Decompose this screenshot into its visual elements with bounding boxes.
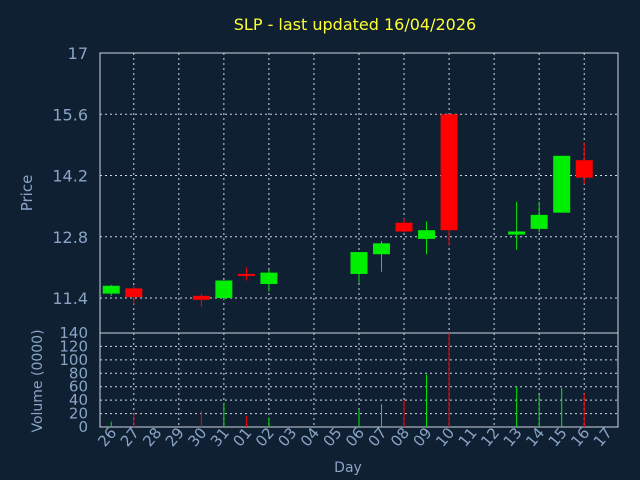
candle-body <box>418 230 436 239</box>
x-tick-label: 30 <box>184 424 210 450</box>
volume-tick-label: 140 <box>59 324 88 342</box>
candle-body <box>215 280 233 298</box>
price-tick-label: 12.8 <box>52 228 88 247</box>
volume-tick-label: 40 <box>69 391 88 409</box>
x-tick-label: 12 <box>477 424 503 450</box>
x-tick-label: 17 <box>590 424 616 450</box>
x-axis-ticks: 2627282930310102030405060708091011121314… <box>94 424 616 450</box>
x-tick-label: 11 <box>455 424 481 450</box>
x-tick-label: 09 <box>410 424 436 450</box>
volume-tick-label: 20 <box>69 405 88 423</box>
price-tick-label: 15.6 <box>52 105 88 124</box>
candle-body <box>440 114 458 231</box>
candle-body <box>373 243 391 255</box>
x-tick-label: 13 <box>500 424 526 450</box>
volume-axis-label: Volume (0000) <box>30 329 46 432</box>
chart-title: SLP - last updated 16/04/2026 <box>234 15 476 34</box>
x-tick-label: 01 <box>229 424 255 450</box>
candle-body <box>553 155 571 213</box>
candle-body <box>575 160 593 178</box>
x-tick-label: 29 <box>162 424 188 450</box>
x-tick-label: 10 <box>432 424 458 450</box>
x-tick-label: 26 <box>94 424 120 450</box>
candle-body <box>260 272 278 284</box>
x-tick-label: 05 <box>319 424 345 450</box>
candle-body <box>530 214 548 229</box>
price-y-ticks: 17 15.6 14.2 12.8 11.4 <box>52 44 88 308</box>
price-tick-label: 14.2 <box>52 167 88 186</box>
x-tick-label: 06 <box>342 424 368 450</box>
candle-body <box>350 252 368 274</box>
volume-bars <box>110 333 585 427</box>
volume-tick-label: 60 <box>69 378 88 396</box>
candle-body <box>395 222 413 232</box>
x-tick-label: 07 <box>365 424 391 450</box>
candle-body <box>508 231 526 235</box>
candle-body <box>192 295 210 300</box>
volume-tick-label: 100 <box>59 351 88 369</box>
price-axis-label: Price <box>18 175 36 212</box>
volume-tick-label: 0 <box>78 418 88 436</box>
x-tick-label: 14 <box>522 424 548 450</box>
x-axis-label: Day <box>334 460 362 476</box>
volume-tick-label: 80 <box>69 364 88 382</box>
x-tick-label: 04 <box>297 424 323 450</box>
x-tick-label: 02 <box>252 424 278 450</box>
candle-body <box>125 288 143 298</box>
x-tick-label: 16 <box>567 424 593 450</box>
candles <box>102 114 593 307</box>
price-tick-label: 17 <box>68 44 88 63</box>
price-tick-label: 11.4 <box>52 289 88 308</box>
x-tick-label: 15 <box>545 424 571 450</box>
price-grid <box>100 53 618 333</box>
candle-body <box>102 285 120 294</box>
x-tick-label: 08 <box>387 424 413 450</box>
x-tick-label: 27 <box>117 424 143 450</box>
x-tick-label: 03 <box>274 424 300 450</box>
x-tick-label: 28 <box>139 424 165 450</box>
candle-body <box>237 273 255 276</box>
x-tick-label: 31 <box>207 424 233 450</box>
volume-tick-label: 120 <box>59 337 88 355</box>
